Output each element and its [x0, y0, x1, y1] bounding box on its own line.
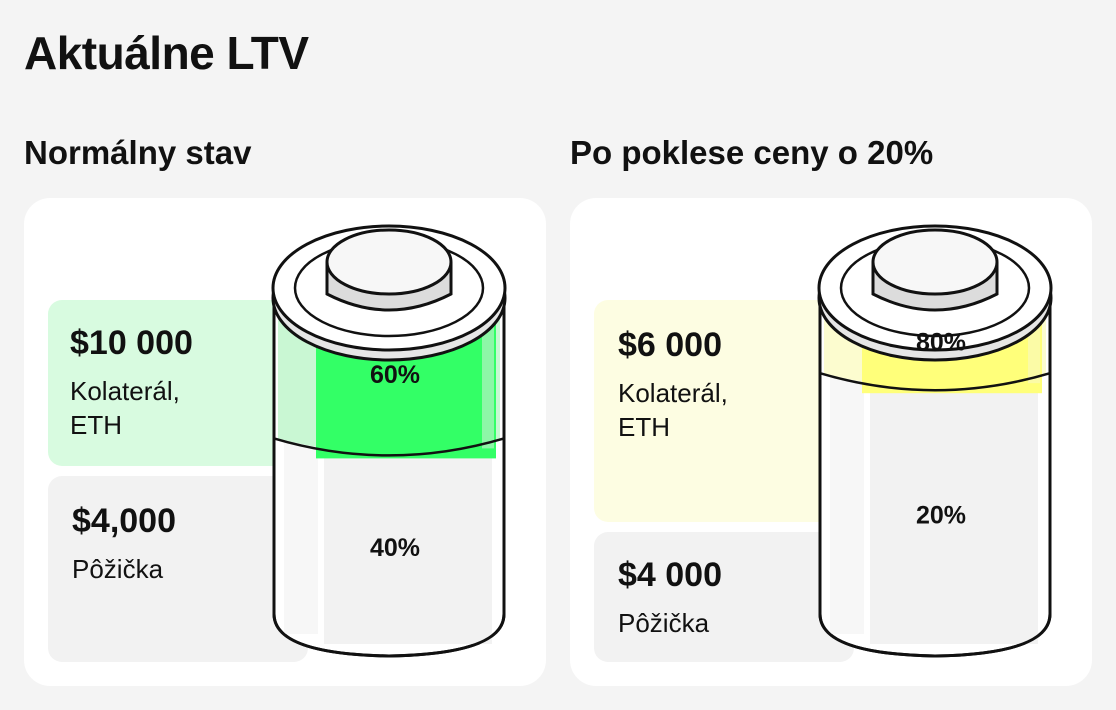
collateral-amount: $10 000: [70, 324, 193, 362]
collateral-box: [48, 300, 298, 466]
loan-amount: $4,000: [72, 502, 176, 540]
panel-heading-price-drop: Po poklese ceny o 20%: [570, 134, 934, 171]
loan-label: Pôžička: [72, 554, 164, 584]
battery-terminal-top: [871, 228, 999, 296]
collateral-label-line2: ETH: [618, 412, 670, 442]
panel-card-normal: $10 000 Kolaterál, ETH $4,000 Pôžička 60…: [24, 198, 546, 686]
battery-diagram: 80% 20%: [817, 224, 1053, 658]
battery-terminal-top: [325, 228, 453, 296]
collateral-box: [594, 300, 844, 522]
battery-glass-core: [870, 373, 1038, 644]
loan-box: [48, 476, 308, 662]
page-title: Aktuálne LTV: [24, 27, 309, 79]
loan-label: Pôžička: [618, 608, 710, 638]
collateral-amount: $6 000: [618, 326, 722, 364]
collateral-label-line2: ETH: [70, 410, 122, 440]
battery-diagram: 60% 40%: [271, 224, 507, 658]
battery-empty-label: 40%: [370, 534, 420, 562]
battery-glass-left: [284, 438, 318, 634]
battery-fill-line: [819, 372, 1051, 392]
panel-card-price-drop: $6 000 Kolaterál, ETH $4 000 Pôžička 80%…: [570, 198, 1092, 686]
battery-glass-left: [830, 373, 864, 634]
panel-heading-normal: Normálny stav: [24, 134, 252, 171]
battery-outline: [818, 292, 1052, 658]
loan-amount: $4 000: [618, 556, 722, 594]
loan-box: [594, 532, 854, 662]
collateral-label-line1: Kolaterál,: [618, 378, 728, 408]
battery-glass-core: [324, 438, 492, 644]
battery-fill-label: 60%: [370, 361, 420, 389]
battery-fill-label: 80%: [916, 329, 966, 357]
battery-fill-line: [273, 437, 505, 457]
battery-empty-label: 20%: [916, 502, 966, 530]
collateral-label-line1: Kolaterál,: [70, 376, 180, 406]
battery-outline: [272, 292, 506, 658]
